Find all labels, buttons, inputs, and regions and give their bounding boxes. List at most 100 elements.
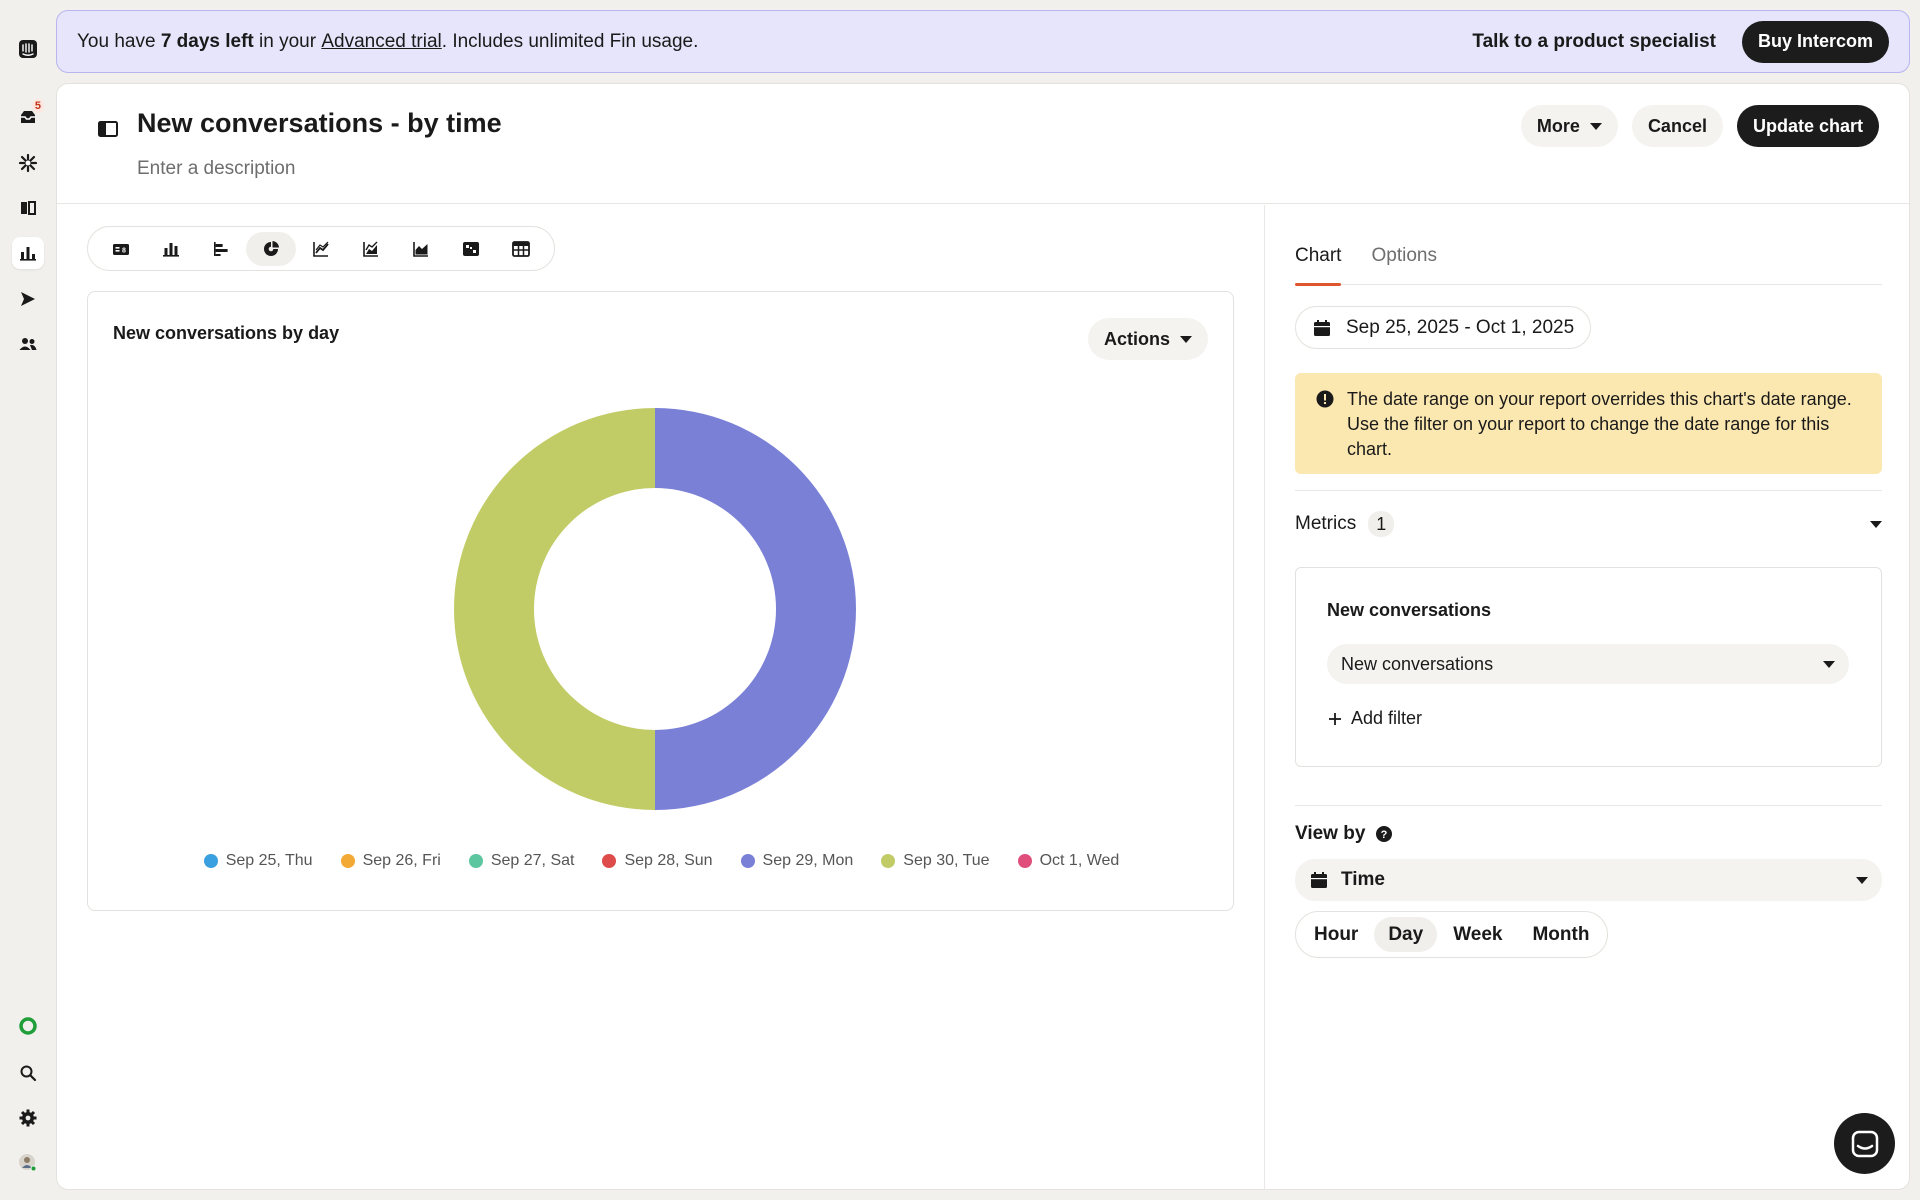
buy-intercom-button[interactable]: Buy Intercom [1741,20,1889,63]
granularity-day[interactable]: Day [1374,917,1438,952]
area-line-icon[interactable] [346,232,396,266]
line-chart-icon[interactable] [296,232,346,266]
search-icon[interactable] [12,1057,44,1089]
more-label: More [1536,115,1580,136]
legend-item[interactable]: Sep 25, Thu [203,852,313,870]
view-by-select[interactable]: Time [1295,859,1882,901]
chevron-down-icon [1823,660,1835,668]
messenger-chat-icon [1851,1130,1878,1157]
legend-label: Sep 29, Mon [762,852,854,869]
divider [1295,805,1882,806]
outbound-send-icon[interactable] [12,283,44,315]
granularity-month[interactable]: Month [1532,923,1590,945]
view-by-label: View by [1295,823,1366,844]
donut-slice[interactable] [454,408,655,810]
view-by-value: Time [1341,869,1386,890]
donut-slice[interactable] [655,408,856,810]
inbox-badge: 5 [31,99,44,113]
trial-banner: You have 7 days left in your Advanced tr… [56,10,1910,73]
talk-to-specialist-link[interactable]: Talk to a product specialist [1472,30,1716,52]
legend-swatch [468,854,483,868]
granularity-segmented-control: Hour Day Week Month [1295,911,1609,958]
legend-swatch [881,854,896,868]
chevron-down-icon [1180,335,1192,343]
sidebar-toggle-icon[interactable] [97,118,119,140]
chart-card: New conversations by day Actions Sep 25,… [87,291,1234,911]
warning-text: The date range on your report overrides … [1347,389,1852,459]
chart-legend: Sep 25, Thu Sep 26, Fri Sep 27, Sat Sep 28,… [88,852,1235,870]
editor-header: New conversations - by time Enter a desc… [57,84,1909,204]
plus-icon [1329,712,1341,725]
date-range-picker[interactable]: Sep 25, 2025 - Oct 1, 2025 [1295,306,1592,349]
legend-swatch [602,854,617,868]
bar-chart-icon[interactable] [196,232,246,266]
table-icon[interactable] [496,232,546,266]
more-button[interactable]: More [1520,105,1618,147]
heatmap-icon[interactable] [446,232,496,266]
status-ring-icon[interactable] [12,1010,44,1042]
granularity-hour[interactable]: Hour [1314,923,1359,945]
page-title[interactable]: New conversations - by time [137,108,502,138]
add-filter-button[interactable]: Add filter [1327,708,1422,729]
banner-middle: in your [253,30,322,52]
contacts-icon[interactable] [12,328,44,360]
legend-item[interactable]: Sep 28, Sun [602,852,713,870]
legend-label: Sep 30, Tue [903,852,990,869]
cancel-button[interactable]: Cancel [1631,105,1723,147]
chevron-down-icon [1589,122,1602,130]
tab-options[interactable]: Options [1371,245,1437,266]
column-chart-icon[interactable] [146,232,196,266]
area-chart-icon[interactable] [396,232,446,266]
report-editor-panel: New conversations - by time Enter a desc… [56,83,1910,1190]
knowledge-book-icon[interactable] [12,192,44,224]
tab-chart[interactable]: Chart [1295,245,1342,286]
big-number-icon[interactable]: 8 [96,232,146,266]
metric-select-value: New conversations [1341,653,1494,674]
legend-item[interactable]: Sep 30, Tue [881,852,990,870]
svg-text:8: 8 [122,247,126,254]
legend-label: Sep 27, Sat [490,852,575,869]
chart-type-toolbar: 8 [87,226,555,271]
add-filter-label: Add filter [1351,708,1423,728]
chart-title: New conversations by day [113,323,340,343]
metric-title: New conversations [1327,600,1492,620]
granularity-week[interactable]: Week [1453,923,1503,945]
messenger-launcher[interactable] [1834,1113,1895,1174]
legend-swatch [340,854,355,868]
update-chart-button[interactable]: Update chart [1736,105,1879,147]
legend-swatch [740,854,755,868]
metric-select[interactable]: New conversations [1327,644,1849,684]
legend-item[interactable]: Oct 1, Wed [1017,852,1119,870]
intercom-logo-icon[interactable] [12,33,44,65]
legend-swatch [203,854,218,868]
date-range-text: Sep 25, 2025 - Oct 1, 2025 [1346,316,1575,338]
help-icon[interactable]: ? [1375,825,1393,843]
user-avatar[interactable] [12,1147,44,1179]
legend-label: Sep 25, Thu [225,852,313,869]
metrics-section-header[interactable]: Metrics 1 [1295,508,1882,540]
advanced-trial-link[interactable]: Advanced trial [321,30,442,52]
legend-item[interactable]: Sep 26, Fri [340,852,441,870]
reports-icon[interactable] [12,237,44,269]
legend-swatch [1017,854,1032,868]
banner-days-left: 7 days left [160,30,254,52]
svg-text:?: ? [1381,829,1388,841]
left-nav-rail: 5 [0,0,56,1200]
metrics-count-badge: 1 [1368,511,1395,537]
settings-gear-icon[interactable] [12,1102,44,1134]
actions-button[interactable]: Actions [1087,318,1208,360]
donut-chart-icon[interactable] [246,231,296,266]
description-input[interactable]: Enter a description [137,158,296,179]
banner-prefix: You have [77,30,161,52]
warning-icon [1316,390,1334,408]
calendar-icon [1314,319,1330,336]
legend-label: Sep 28, Sun [624,852,713,869]
legend-label: Sep 26, Fri [362,852,441,869]
legend-item[interactable]: Sep 29, Mon [740,852,854,870]
banner-suffix: . Includes unlimited Fin usage. [441,30,699,52]
divider [1295,490,1882,491]
legend-item[interactable]: Sep 27, Sat [468,852,575,870]
fin-ai-icon[interactable] [12,147,44,179]
inbox-icon[interactable]: 5 [12,99,44,133]
chevron-down-icon[interactable] [1870,520,1882,528]
